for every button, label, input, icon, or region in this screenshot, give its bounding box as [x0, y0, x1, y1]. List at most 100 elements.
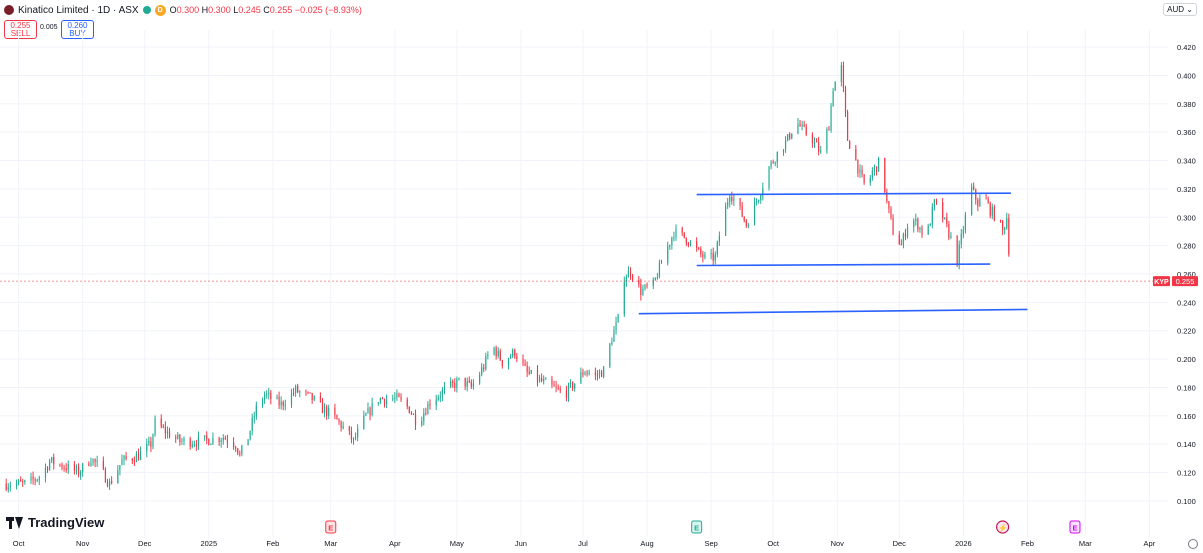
candle-body	[660, 262, 663, 264]
candle-body	[481, 367, 483, 375]
candle-body	[443, 386, 446, 390]
candle-body	[950, 235, 952, 238]
candle-body	[638, 279, 640, 284]
candle-body	[613, 330, 615, 342]
candle-body	[507, 358, 510, 366]
candle-body	[94, 459, 96, 462]
candle-body	[801, 124, 803, 127]
candle-body	[226, 439, 228, 443]
candle-body	[261, 399, 264, 406]
sell-button[interactable]: 0.255 SELL	[4, 20, 37, 39]
candle-body	[160, 418, 162, 427]
y-tick-label: 0.100	[1177, 497, 1196, 506]
candle-body	[526, 365, 528, 372]
candle-body	[716, 241, 718, 255]
candle-body	[933, 199, 935, 208]
candle-body	[181, 441, 183, 443]
x-tick-label: Sep	[704, 539, 717, 548]
candle-body	[166, 431, 169, 434]
candle-body	[875, 166, 878, 172]
candle-body	[927, 225, 929, 235]
candle-body	[334, 407, 336, 416]
candle-body	[656, 277, 658, 279]
candle-body	[921, 227, 923, 235]
candle-body	[958, 244, 960, 265]
candle-body	[815, 141, 818, 143]
candle-body	[855, 148, 857, 160]
candle-body	[408, 406, 410, 414]
candle-body	[687, 243, 689, 246]
candle-body	[644, 284, 646, 289]
candle-body	[1004, 228, 1006, 230]
candle-body	[627, 270, 630, 278]
y-tick-label: 0.380	[1177, 100, 1196, 109]
candle-body	[718, 235, 721, 242]
candle-body	[456, 379, 458, 388]
candle-body	[999, 220, 1002, 222]
candle-body	[834, 81, 836, 91]
candle-body	[336, 415, 338, 420]
candle-body	[917, 218, 919, 230]
event-label: E	[328, 524, 333, 533]
x-tick-label: Dec	[138, 539, 152, 548]
candle-body	[919, 227, 921, 230]
candle-body	[681, 228, 683, 233]
candle-body	[319, 396, 322, 402]
candle-body	[615, 321, 617, 331]
candle-body	[75, 466, 78, 471]
x-tick-label: Nov	[76, 539, 90, 548]
candle-body	[247, 439, 249, 446]
buy-button[interactable]: 0.260 BUY	[61, 20, 94, 39]
candle-body	[631, 275, 634, 280]
candle-body	[352, 437, 355, 440]
candle-body	[210, 443, 212, 446]
candle-body	[284, 404, 286, 406]
candle-body	[857, 159, 859, 174]
candle-body	[195, 444, 197, 447]
candle-body	[365, 413, 367, 416]
candle-body	[873, 166, 876, 171]
tradingview-logo-icon	[6, 516, 24, 529]
candle-body	[34, 479, 36, 481]
tradingview-logo[interactable]: TradingView	[6, 515, 104, 530]
trendline	[696, 192, 1011, 196]
candle-body	[65, 468, 67, 471]
symbol-title[interactable]: Kinatico Limited · 1D · ASX	[18, 4, 139, 16]
candle-body	[689, 241, 692, 246]
x-tick-label: Apr	[1144, 539, 1156, 548]
candle-body	[557, 387, 559, 389]
candle-body	[642, 288, 644, 295]
candle-body	[400, 397, 402, 400]
candle-body	[741, 205, 743, 217]
candle-body	[131, 459, 133, 461]
candle-body	[673, 236, 675, 238]
currency-selector[interactable]: AUD ⌄	[1163, 3, 1197, 16]
candle-body	[584, 372, 586, 376]
candle-body	[392, 398, 394, 400]
candle-body	[704, 254, 706, 258]
candle-body	[340, 421, 342, 429]
candle-body	[797, 123, 799, 134]
candle-body	[22, 481, 24, 483]
candle-body	[886, 192, 888, 202]
settings-icon[interactable]	[1188, 539, 1198, 549]
candle-body	[493, 347, 495, 355]
candle-body	[964, 214, 967, 230]
candle-body	[543, 379, 545, 382]
candle-body	[49, 461, 51, 470]
candle-body	[363, 415, 365, 429]
candle-body	[92, 459, 94, 464]
candle-body	[820, 150, 822, 152]
candle-body	[111, 481, 113, 484]
candle-body	[429, 403, 431, 406]
candle-body	[177, 434, 179, 439]
candle-body	[609, 344, 611, 367]
candle-body	[139, 451, 142, 460]
candle-body	[96, 460, 98, 462]
candle-body	[233, 442, 235, 447]
candle-body	[499, 350, 501, 361]
candle-body	[162, 426, 164, 428]
candle-body	[452, 381, 454, 383]
candle-body	[700, 248, 702, 254]
